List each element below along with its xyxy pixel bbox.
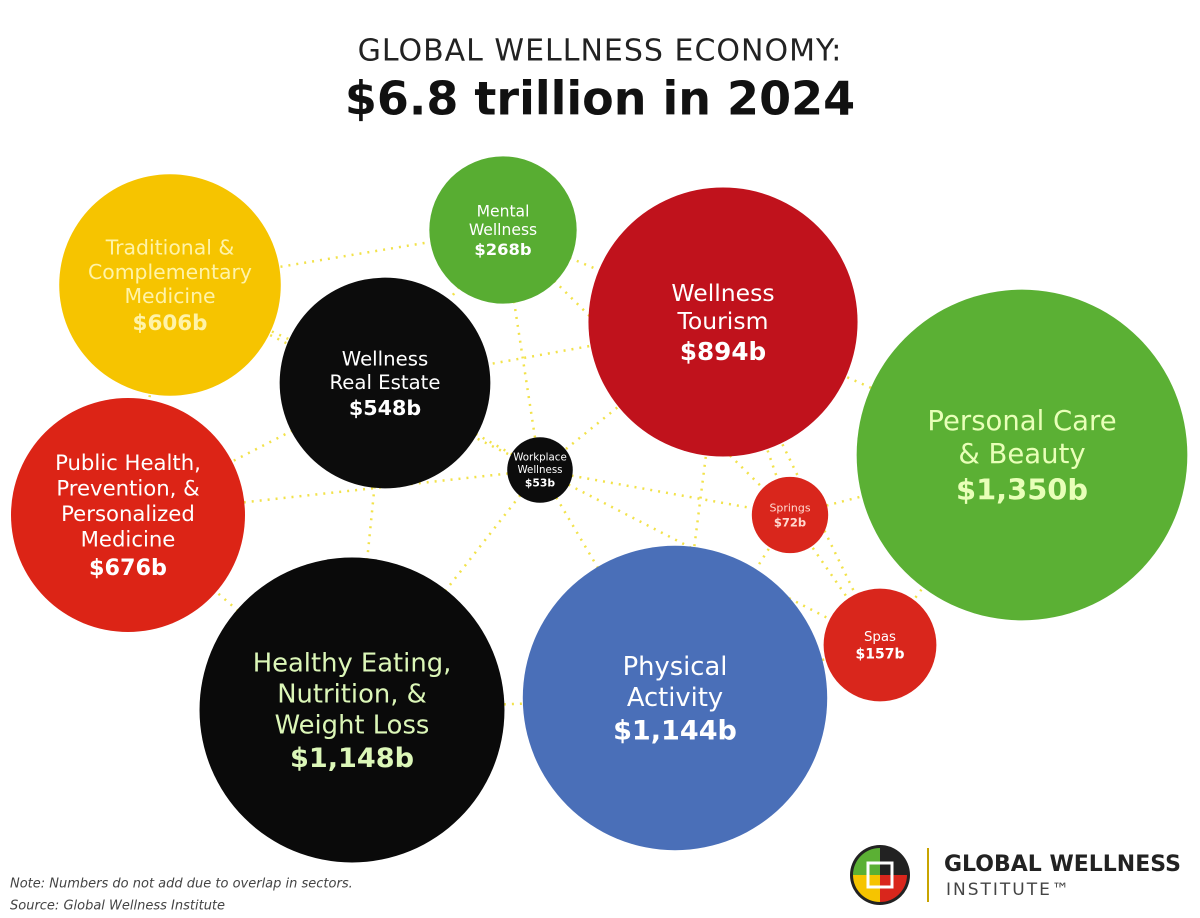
value-label: $53b bbox=[525, 477, 555, 490]
bubble bbox=[588, 187, 858, 457]
bubble-label: Spas bbox=[864, 630, 896, 645]
chart-title: GLOBAL WELLNESS ECONOMY: bbox=[358, 34, 843, 69]
bubble-label: Springs bbox=[769, 501, 810, 514]
note: Note: Numbers do not add due to overlap … bbox=[10, 877, 353, 892]
value-label: $72b bbox=[774, 515, 806, 529]
value-label: $676b bbox=[89, 555, 167, 581]
value-label: $548b bbox=[349, 396, 421, 420]
value-label: $606b bbox=[133, 311, 208, 336]
logo: GLOBAL WELLNESS INSTITUTE™ bbox=[850, 845, 1181, 905]
value-label: $894b bbox=[680, 337, 766, 366]
connector bbox=[169, 283, 541, 472]
connector bbox=[502, 229, 791, 516]
bubble-label: Personal Care & Beauty bbox=[927, 405, 1116, 470]
bubble bbox=[11, 398, 245, 632]
value-label: $1,144b bbox=[613, 716, 737, 747]
logo-mark bbox=[866, 861, 894, 889]
bubble bbox=[59, 174, 281, 396]
bubbles: Traditional & Complementary Medicine $606b M… bbox=[11, 156, 1188, 863]
bubble bbox=[522, 545, 828, 851]
bubble-label: Wellness Tourism bbox=[671, 278, 774, 334]
bubble bbox=[199, 557, 505, 863]
source: Source: Global Wellness Institute bbox=[10, 899, 225, 914]
bubble-label: Physical Activity bbox=[623, 652, 728, 713]
bubble-label: Workplace Wellness bbox=[513, 452, 567, 476]
bubble-label: Public Health, Prevention, & Personalized M… bbox=[55, 451, 201, 552]
bubble bbox=[279, 277, 491, 489]
bubble-label: Healthy Eating, Nutrition, & Weight Loss bbox=[253, 648, 452, 740]
value-label: $268b bbox=[474, 240, 531, 259]
logo-sub: INSTITUTE™ bbox=[946, 880, 1071, 900]
bubble bbox=[429, 156, 577, 304]
value-label: $1,350b bbox=[956, 472, 1088, 506]
bubble bbox=[507, 437, 573, 503]
bubble-label: Wellness Real Estate bbox=[329, 347, 440, 394]
logo-name: GLOBAL WELLNESS bbox=[944, 852, 1181, 877]
bubble-label: Mental Wellness bbox=[469, 202, 537, 239]
bubble bbox=[751, 476, 829, 554]
bubble-label: Traditional & Complementary Medicine bbox=[88, 235, 252, 308]
value-label: $1,148b bbox=[290, 743, 414, 774]
bubble bbox=[856, 289, 1188, 621]
connector bbox=[351, 696, 676, 712]
value-label: $157b bbox=[856, 647, 905, 663]
bubble bbox=[823, 588, 937, 702]
chart-subtitle: $6.8 trillion in 2024 bbox=[345, 72, 855, 126]
